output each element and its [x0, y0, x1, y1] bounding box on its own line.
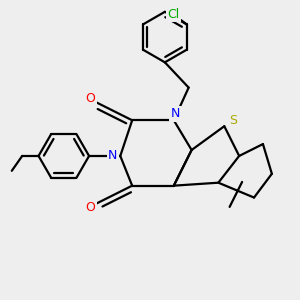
Text: Cl: Cl — [167, 8, 179, 20]
Text: O: O — [85, 92, 95, 105]
Text: S: S — [229, 114, 237, 127]
Text: O: O — [85, 202, 95, 214]
Text: N: N — [171, 107, 180, 120]
Text: N: N — [108, 149, 118, 162]
